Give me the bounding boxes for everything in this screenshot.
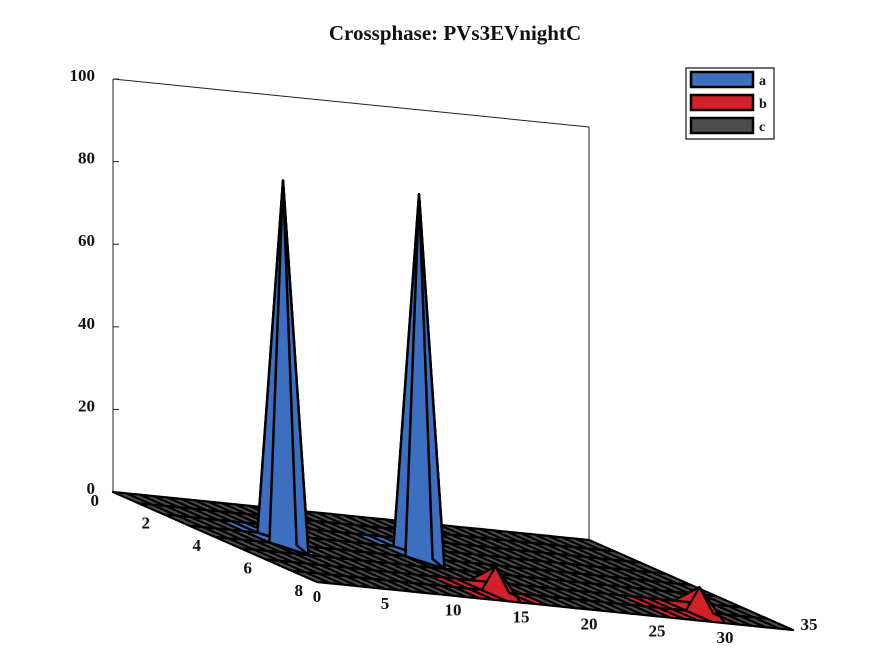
x-tick-label: 0 — [313, 587, 322, 606]
legend-label: c — [759, 120, 765, 135]
z-tick-label: 0 — [87, 479, 96, 498]
x-tick-label: 30 — [717, 628, 734, 647]
x-tick-label: 5 — [381, 594, 390, 613]
y-tick-label: 6 — [244, 559, 253, 578]
legend-swatch — [689, 70, 755, 89]
peak-face — [281, 180, 310, 558]
z-tick-label: 60 — [78, 231, 95, 250]
x-tick-label: 20 — [581, 614, 598, 633]
y-tick-label: 4 — [193, 536, 202, 555]
legend-label: a — [759, 74, 766, 89]
surface-cell — [752, 616, 795, 632]
legend-label: b — [759, 97, 767, 112]
legend-swatch — [689, 93, 755, 112]
x-tick-label: 25 — [649, 621, 666, 640]
z-tick-label: 100 — [70, 66, 96, 85]
legend: abc — [685, 67, 775, 140]
x-tick-label: 35 — [801, 615, 818, 634]
y-tick-label: 8 — [295, 581, 304, 600]
peak-face — [417, 194, 446, 572]
surface-grid — [111, 179, 795, 632]
chart-title: Crossphase: PVs3EVnightC — [329, 21, 581, 45]
legend-swatch — [689, 116, 755, 135]
y-tick-label: 2 — [142, 514, 151, 533]
top-back-edge — [112, 78, 590, 128]
x-tick-label: 10 — [445, 601, 462, 620]
y-tick-label: 0 — [91, 491, 100, 510]
z-tick-label: 20 — [78, 396, 95, 415]
z-tick-label: 80 — [78, 149, 95, 168]
x-tick-label: 15 — [513, 608, 530, 627]
z-tick-label: 40 — [78, 314, 95, 333]
